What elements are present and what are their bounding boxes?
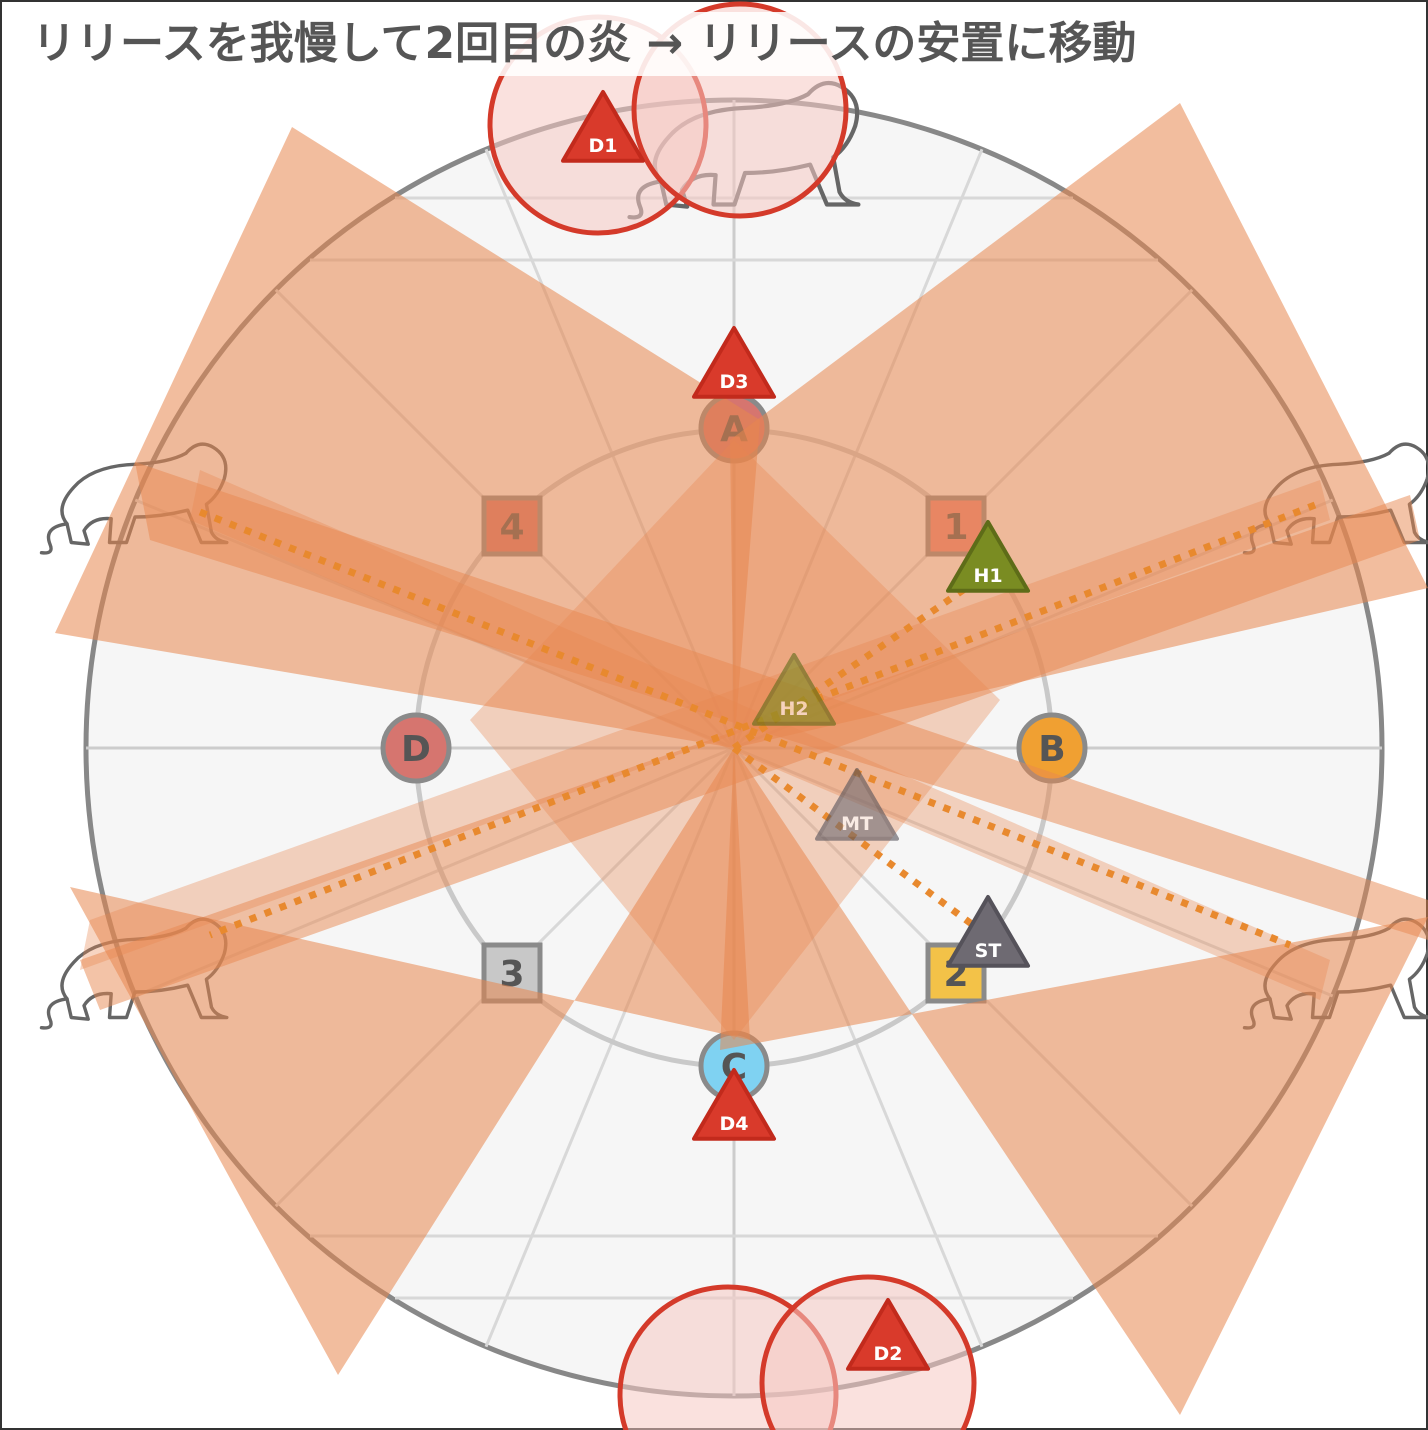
player-marker	[692, 1068, 776, 1141]
player-d3: D3	[692, 326, 776, 399]
player-h2: H2	[752, 653, 836, 726]
page-title: リリースを我慢して2回目の炎 → リリースの安置に移動	[32, 18, 1137, 69]
tether-line	[731, 745, 1003, 948]
fire-beam-east-lower	[190, 470, 1330, 1000]
player-label: D4	[720, 1113, 749, 1135]
player-marker	[692, 326, 776, 399]
player-label: ST	[975, 940, 1002, 962]
player-marker	[846, 1298, 930, 1371]
waymark-d: D	[380, 712, 452, 784]
player-label: MT	[841, 813, 873, 835]
waymark-circle	[380, 712, 452, 784]
tether-line	[198, 508, 1292, 949]
player-marker	[946, 520, 1030, 593]
title-backdrop: リリースを我慢して2回目の炎 → リリースの安置に移動	[22, 12, 1147, 76]
player-label: H1	[973, 565, 1002, 587]
player-label: H2	[779, 698, 808, 720]
fire-cone-sw	[70, 748, 750, 1375]
player-label: D3	[720, 371, 749, 393]
player-d4: D4	[692, 1068, 776, 1141]
fire-beam-east-upper	[80, 480, 1330, 970]
fire-cone-se	[720, 748, 1428, 1415]
waymark-label: D	[401, 729, 431, 770]
player-label: D2	[874, 1343, 903, 1365]
waymark-label: B	[1038, 729, 1065, 770]
players: D1 D2 D3 D4 H1 H2 MT ST	[561, 90, 1030, 1371]
player-d2: D2	[846, 1298, 930, 1371]
player-mt: MT	[815, 768, 899, 841]
fire-beam-west-lower	[80, 495, 1420, 1010]
fire-cone-nw	[55, 127, 760, 748]
player-st: ST	[946, 895, 1030, 968]
player-h1: H1	[946, 520, 1030, 593]
player-marker	[561, 90, 645, 163]
player-marker	[946, 895, 1030, 968]
fire-aoes	[55, 103, 1428, 1415]
player-marker	[815, 768, 899, 841]
waymark-b: B	[1016, 712, 1088, 784]
player-d1: D1	[561, 90, 645, 163]
waymark-c: C	[698, 1030, 770, 1102]
player-marker	[752, 653, 836, 726]
player-label: D1	[589, 135, 618, 157]
